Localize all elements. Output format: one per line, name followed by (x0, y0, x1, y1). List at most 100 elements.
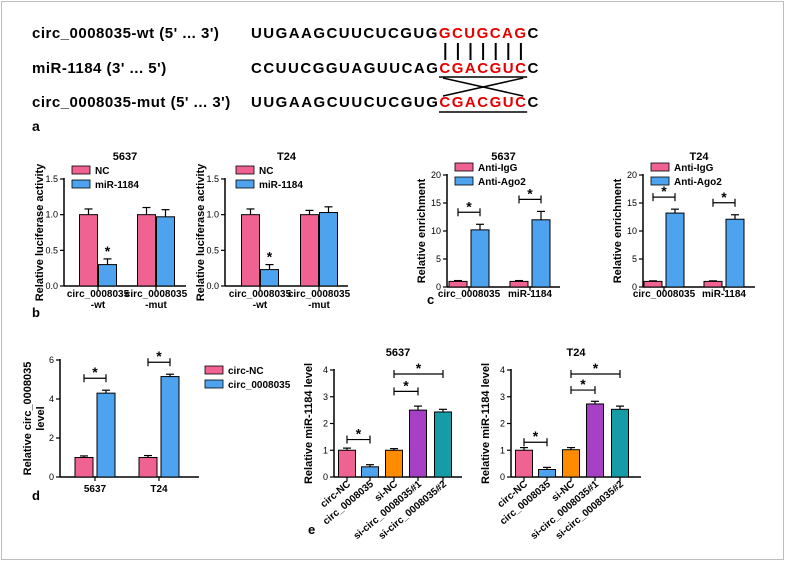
legend-swatch (71, 179, 91, 189)
sequence-row-0: circ_0008035-wt (5' ... 3') UUGAAGCUUCUCG… (32, 25, 539, 42)
sequence-text: UUGAAGCUUCUCGUGCGACGUCC (251, 94, 539, 111)
x-tick-label: T24 (150, 484, 168, 495)
chart-title: 5637 (386, 347, 410, 359)
significance-star: * (466, 198, 472, 214)
legend-label: Anti-IgG (478, 163, 518, 174)
y-tick-label: 15 (627, 198, 637, 208)
significance-star: * (156, 348, 162, 364)
y-axis-label-line: Relative circ_0008035 (22, 362, 34, 476)
legend-swatch (454, 162, 474, 172)
y-tick-label: 0 (49, 472, 54, 482)
x-tick-label: circ_0008035 -mut (125, 289, 188, 311)
legend-swatch (71, 165, 91, 175)
sequence-plain: UUGAAGCUUCUCGUG (251, 94, 438, 111)
sequence-tail: C (527, 25, 538, 42)
y-tick-label: 0 (436, 282, 441, 292)
legend-label: circ_0008035 (228, 380, 291, 391)
chart-b1: 0.0 0.5 1.0 1.5 5637 Relative luciferase acti… (34, 151, 188, 311)
x-tick-label-line: -wt (253, 300, 268, 311)
bar (531, 219, 551, 288)
y-tick-label: 3 (500, 392, 505, 402)
y-tick-label: 0.5 (206, 245, 219, 255)
x-tick-label: circ_0008035 -wt (67, 289, 130, 311)
chart-title: T24 (277, 151, 297, 163)
chart-title: T24 (567, 347, 587, 359)
sequence-text: CCUUCGGUAGUUCAGCGACGUCC (251, 60, 539, 77)
y-tick-label: 0.5 (45, 245, 58, 255)
legend-swatch (235, 165, 255, 175)
y-tick-label: 10 (431, 226, 441, 236)
bar (562, 449, 580, 478)
bar (96, 392, 116, 478)
significance-star: * (92, 364, 98, 380)
x-tick-label: circ_0008035 -mut (288, 289, 351, 311)
panel-label-e: e (308, 522, 315, 537)
x-tick-label-line: 5637 (84, 484, 107, 495)
bar (338, 449, 356, 478)
chart-title: T24 (690, 151, 710, 163)
y-axis-label: Relative enrichment (612, 178, 624, 283)
x-tick-label: miR-1184 (508, 289, 552, 300)
sequence-name: circ_0008035-wt (5' ... 3') (32, 25, 219, 42)
bar (703, 280, 723, 288)
sequence-name: miR-1184 (3' ... 5') (32, 60, 167, 77)
significance-star: * (403, 377, 409, 393)
sequence-row-2: circ_0008035-mut (5' ... 3') UUGAAGCUUCUC… (32, 94, 539, 111)
x-tick-label: circ_0008035 (438, 289, 501, 300)
x-tick-label: miR-1184 (702, 289, 746, 300)
sequence-text: UUGAAGCUUCUCGUGGCUGCAGC (251, 25, 539, 42)
y-tick-label: 1 (500, 445, 505, 455)
chart-c1: 0 5 10 15 20 5637 Relative enrichment circ_0008… (416, 151, 560, 300)
x-tick-label-line: T24 (150, 484, 168, 495)
sequence-seed: CGACGUC (439, 94, 526, 111)
y-axis-label: Relative luciferase activity (195, 163, 207, 301)
bar (79, 214, 98, 287)
y-tick-label: 1.0 (45, 210, 58, 220)
chart-b2: 0.0 0.5 1.0 1.5 T24 Relative luciferase activ… (195, 151, 351, 311)
sequence-plain: CCUUCGGUAGUUCAG (251, 60, 438, 77)
x-tick-label: circ_0008035 -wt (229, 289, 292, 311)
y-tick-label: 1.5 (45, 174, 58, 184)
y-tick-label: 0.0 (206, 281, 219, 291)
y-tick-label: 2 (500, 419, 505, 429)
legend-label: miR-1184 (259, 180, 303, 191)
bar (538, 469, 556, 478)
y-tick-label: 5 (436, 254, 441, 264)
y-tick-label: 3 (323, 392, 328, 402)
x-tick-label-line: miR-1184 (702, 289, 746, 300)
sequence-name: circ_0008035-mut (5' ... 3') (32, 94, 231, 111)
legend-label: Anti-Ago2 (674, 177, 722, 188)
legend-label: Anti-IgG (674, 163, 714, 174)
bar (409, 409, 427, 478)
x-tick-label: 5637 (84, 484, 107, 495)
x-tick-label-line: circ_0008035 (438, 289, 501, 300)
bar (470, 229, 490, 288)
y-axis-label: Relative miR-1184 level (303, 363, 315, 484)
y-tick-label: 4 (49, 394, 54, 404)
panel-label-a: a (32, 118, 40, 134)
x-tick-label-line: circ_0008035 (67, 289, 130, 300)
bar (160, 376, 180, 478)
panel-label-c: c (427, 292, 434, 307)
significance-star: * (661, 183, 667, 199)
bar (156, 216, 175, 287)
y-tick-label: 2 (49, 433, 54, 443)
y-axis-label: Relative circ_0008035level (22, 362, 47, 476)
y-tick-label: 0.0 (45, 281, 58, 291)
chart-title: 5637 (113, 151, 137, 163)
y-tick-label: 1 (323, 445, 328, 455)
y-tick-label: 10 (627, 226, 637, 236)
chart-c2: 0 5 10 15 20 T24 Relative enrichment circ_00080… (612, 151, 755, 300)
bar (385, 449, 403, 478)
significance-star: * (416, 360, 422, 376)
y-tick-label: 15 (431, 198, 441, 208)
bar (643, 280, 663, 288)
bar (515, 449, 533, 478)
sequence-tail: C (527, 94, 538, 111)
bar (611, 408, 629, 478)
y-axis-label: Relative luciferase activity (34, 163, 46, 301)
